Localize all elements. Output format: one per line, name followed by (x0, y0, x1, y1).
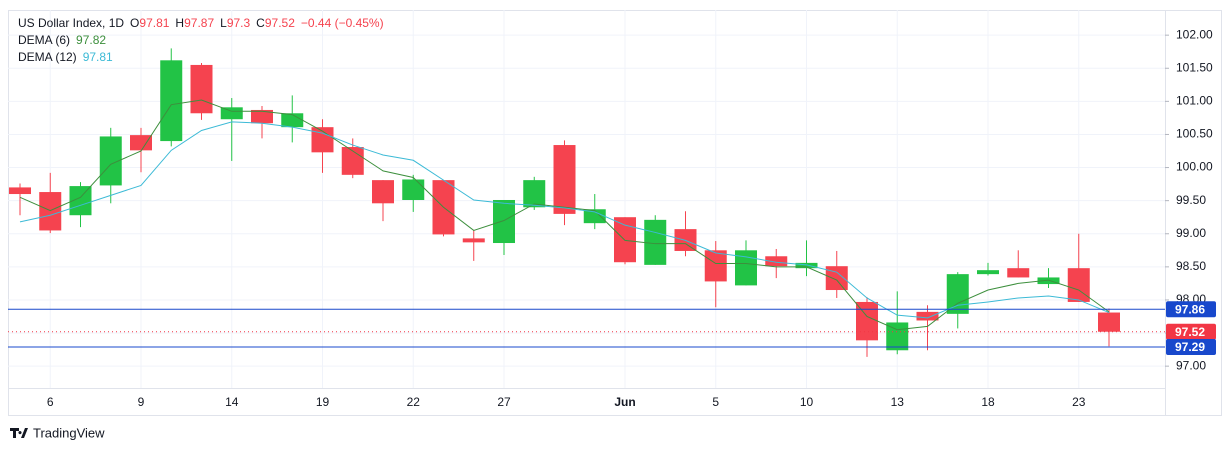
candle-body (735, 250, 757, 286)
candle-body (462, 238, 485, 243)
x-tick-label: Jun (614, 395, 635, 409)
brand-logo (10, 428, 28, 438)
legend-row: US Dollar Index, 1D O97.81 H97.87 L97.3 C97.… (18, 16, 384, 30)
candle-body (99, 136, 122, 186)
indicator-line (19, 121, 1110, 319)
price-label-box (1166, 301, 1216, 318)
grid: 97.0097.5098.0098.5099.0099.50100.00100.… (8, 10, 1213, 409)
candle-body (856, 301, 878, 341)
candle-body (1067, 268, 1090, 302)
x-tick-label: 10 (800, 395, 814, 409)
y-tick-label: 99.50 (1176, 193, 1206, 207)
indicator-name: DEMA (6) (18, 33, 70, 47)
x-tick-label: 6 (47, 395, 54, 409)
ohlc-key: H (175, 16, 184, 30)
ohlc-value: 97.3 (227, 16, 251, 30)
x-tick-label: 19 (316, 395, 330, 409)
candle-body (825, 266, 848, 291)
candle-body (372, 180, 394, 204)
chart-frame (8, 10, 1222, 416)
x-tick-label: 14 (225, 395, 239, 409)
legend-row: DEMA (6) 97.82 (18, 33, 106, 47)
price-label: 97.52 (1175, 325, 1205, 339)
change: −0.44 (−0.45%) (301, 16, 384, 30)
price-label: 97.29 (1175, 340, 1205, 354)
symbol-title: US Dollar Index, 1D (18, 16, 124, 30)
x-tick-label: 23 (1072, 395, 1086, 409)
brand: TradingView (10, 425, 105, 440)
y-tick-label: 101.00 (1176, 94, 1213, 108)
candle-body (704, 250, 727, 282)
indicator-line (19, 99, 1110, 331)
price-label-box (1166, 323, 1216, 340)
candle-body (523, 180, 546, 208)
candle-body (583, 209, 606, 224)
candle-body (69, 186, 92, 216)
x-tick-label: 22 (407, 395, 421, 409)
candle-body (9, 187, 31, 195)
candle-body (220, 107, 243, 120)
candle-body (977, 270, 999, 275)
y-tick-label: 102.00 (1176, 27, 1213, 41)
ohlc-value: 97.52 (265, 16, 295, 30)
x-tick-label: 5 (712, 395, 719, 409)
indicator-value: 97.81 (83, 50, 113, 64)
candle-body (795, 262, 818, 269)
candle-body (553, 145, 576, 214)
y-tick-label: 100.50 (1176, 127, 1213, 141)
candle-body (39, 192, 62, 231)
y-tick-label: 97.00 (1176, 358, 1206, 372)
candle-body (402, 179, 425, 200)
brand-name: TradingView (33, 425, 105, 440)
candle-body (130, 135, 152, 151)
x-tick-label: 13 (891, 395, 905, 409)
legend: US Dollar Index, 1D O97.81 H97.87 L97.3 C97.… (18, 16, 384, 64)
y-tick-label: 99.00 (1176, 226, 1206, 240)
candle-body (1098, 312, 1120, 332)
x-tick-label: 9 (138, 395, 145, 409)
y-tick-label: 101.50 (1176, 60, 1213, 74)
candle-body (311, 127, 334, 153)
candle-body (341, 147, 364, 175)
candle-body (281, 113, 304, 128)
x-tick-label: 18 (981, 395, 995, 409)
candle-body (1037, 277, 1060, 285)
x-tick-label: 27 (497, 395, 511, 409)
indicator-value: 97.82 (76, 33, 106, 47)
candle-body (190, 64, 213, 114)
candle-body (493, 199, 515, 244)
indicator-name: DEMA (12) (18, 50, 77, 64)
legend-row: DEMA (12) 97.81 (18, 50, 113, 64)
candle-body (765, 256, 788, 267)
ohlc-key: L (220, 16, 227, 30)
candle-body (946, 274, 969, 314)
ohlc-key: C (256, 16, 265, 30)
y-tick-label: 100.00 (1176, 160, 1213, 174)
plot (9, 48, 1120, 357)
ohlc-key: O (130, 16, 139, 30)
ohlc-value: 97.81 (139, 16, 169, 30)
price-label: 97.86 (1175, 302, 1205, 316)
candle-body (251, 109, 273, 124)
candle-body (1007, 268, 1030, 278)
candle-body (160, 60, 183, 142)
y-tick-label: 98.50 (1176, 259, 1206, 273)
price-label-box (1166, 338, 1216, 355)
ohlc-value: 97.87 (184, 16, 214, 30)
candle-body (916, 311, 939, 321)
